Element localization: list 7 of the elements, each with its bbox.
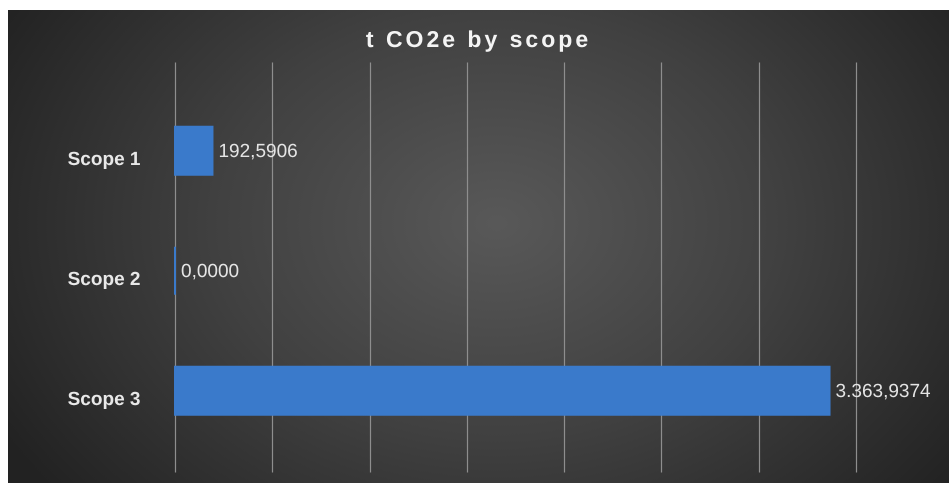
chart-title: t CO2e by scope (366, 26, 592, 52)
data-label: 0,0000 (181, 260, 240, 282)
data-label: 192,5906 (218, 140, 298, 162)
data-label: 3.363,9374 (836, 380, 932, 402)
y-tick-label: Scope 3 (68, 388, 140, 410)
y-tick-label: Scope 2 (68, 268, 140, 290)
y-tick-label: Scope 1 (68, 148, 141, 170)
